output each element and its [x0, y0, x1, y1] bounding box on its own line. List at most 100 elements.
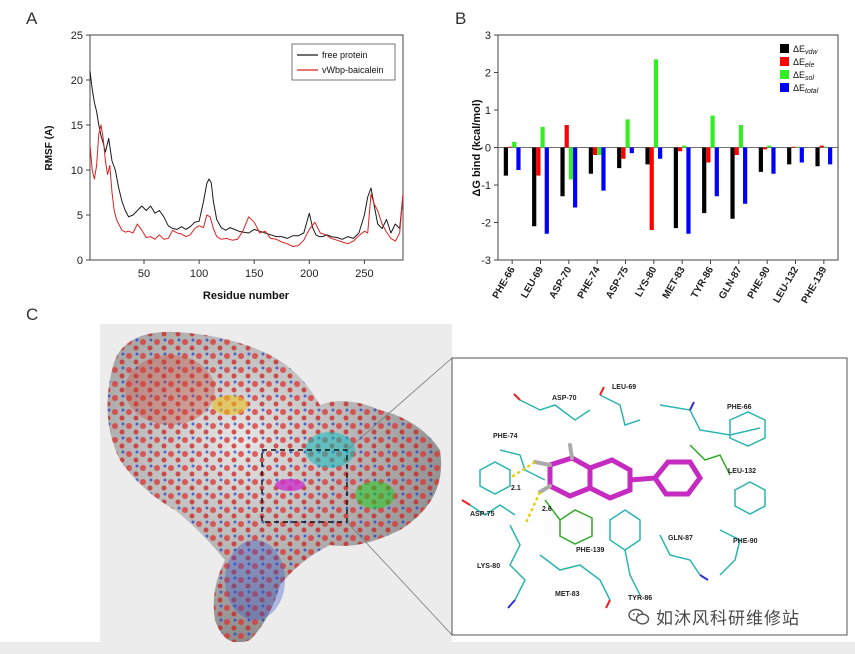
y-tick-label: -3	[481, 255, 491, 267]
bar-phe-66-total	[516, 147, 521, 170]
bar-tyr-86-sol	[710, 115, 715, 148]
x-tick-label: 250	[355, 268, 373, 280]
legend-swatch-sol	[780, 70, 789, 79]
y-tick-label: 5	[77, 210, 83, 222]
x-tick-label: 200	[300, 268, 318, 280]
residue-sticks	[469, 394, 766, 601]
label-phe90: PHE-90	[733, 538, 758, 545]
ligand-hydroxyls	[533, 443, 574, 494]
svg-text:ΔG bind (kcal/mol): ΔG bind (kcal/mol)	[471, 99, 483, 196]
bar-gln-87-total	[743, 147, 748, 204]
category-label: TYR-86	[689, 265, 716, 301]
series-line-free-protein	[89, 70, 404, 240]
bar-phe-74-sol	[597, 147, 602, 155]
label-leu132: LEU-132	[728, 468, 756, 475]
x-tick-label: 50	[138, 268, 150, 280]
category-label: LEU-69	[519, 265, 546, 301]
category-label: ASP-75	[604, 265, 631, 301]
hydrogen-bonds	[509, 460, 542, 526]
label-phe74: PHE-74	[493, 433, 518, 440]
category-label: PHE-66	[491, 265, 518, 301]
category-label: LYS-80	[633, 265, 659, 299]
label-phe139: PHE-139	[576, 547, 605, 554]
bar-phe-139-ele	[819, 145, 824, 148]
bar-phe-139-sol	[823, 146, 829, 148]
x-tick-label: 100	[190, 268, 208, 280]
bar-phe-66-vdw	[503, 147, 508, 176]
bar-phe-90-sol	[767, 145, 772, 148]
legend-swatch-total	[780, 83, 789, 92]
bar-leu-132-sol	[795, 146, 800, 148]
bar-phe-139-total	[828, 147, 833, 165]
bar-phe-66-ele	[507, 146, 513, 148]
bar-leu-132-vdw	[787, 147, 792, 165]
bar-leu-69-total	[544, 147, 549, 234]
binding-site-box	[261, 449, 348, 523]
bar-phe-90-ele	[762, 147, 768, 150]
panel-label-c: C	[26, 305, 39, 324]
bar-asp-75-vdw	[617, 147, 622, 169]
bar-phe-139-vdw	[815, 147, 820, 167]
bar-lys-80-sol	[653, 59, 659, 148]
label-met83: MET-83	[555, 591, 580, 598]
label-hbond-1: 2.1	[511, 485, 521, 492]
y-tick-label: 20	[71, 75, 83, 87]
bar-gln-87-sol	[738, 125, 744, 148]
bar-leu-69-vdw	[532, 147, 537, 227]
legend-swatch-ele	[780, 57, 789, 66]
wechat-icon	[628, 608, 650, 625]
category-label: GLN-87	[717, 265, 745, 302]
label-leu69: LEU-69	[612, 384, 636, 391]
y-axis-label: RMSF (A)	[44, 126, 55, 171]
bar-phe-90-vdw	[758, 147, 763, 172]
label-asp70: ASP-70	[552, 395, 577, 402]
bar-lys-80-ele	[649, 147, 654, 230]
protein-structure-figure: ASP-70 LEU-69 PHE-66 PHE-74 LEU-132 ASP-…	[100, 324, 848, 645]
bar-asp-70-sol	[568, 147, 574, 180]
interaction-inset	[451, 357, 848, 636]
y-tick-label: 3	[485, 30, 491, 42]
watermark-text: 如沐风科研维修站	[656, 609, 800, 629]
watermark: 如沐风科研维修站	[628, 604, 800, 629]
panel-label-b: B	[455, 9, 467, 28]
bar-asp-75-total	[629, 147, 634, 154]
y-tick-label: -1	[481, 180, 491, 192]
label-gln87: GLN-87	[668, 535, 693, 542]
bar-asp-70-total	[573, 147, 578, 208]
bar-leu-69-ele	[536, 147, 541, 176]
series-line-vwbp-baicalein	[89, 124, 404, 247]
bar-met-83-vdw	[673, 147, 678, 229]
bar-gln-87-ele	[734, 147, 739, 155]
x-tick-label: 150	[245, 268, 263, 280]
legend-label-vdw: ΔEvdw	[793, 44, 818, 56]
bar-asp-70-vdw	[560, 147, 565, 197]
bar-tyr-86-ele	[706, 147, 711, 163]
y-axis-label: ΔG bind (kcal/mol)	[471, 99, 483, 196]
bar-lys-80-total	[658, 147, 663, 159]
category-label: LEU-132	[772, 265, 802, 306]
category-label: ASP-70	[547, 265, 574, 301]
y-tick-label: 0	[485, 143, 491, 155]
y-tick-label: 25	[71, 30, 83, 42]
label-tyr86: TYR-86	[628, 595, 652, 602]
bar-met-83-ele	[677, 147, 683, 152]
bar-phe-66-sol	[512, 141, 517, 148]
panel-label-a: A	[26, 9, 38, 28]
bar-met-83-total	[686, 147, 691, 234]
bar-met-83-sol	[682, 145, 687, 148]
legend-label-vwbp-baicalein: vWbp-baicalein	[322, 65, 384, 75]
atom-tips	[461, 386, 709, 609]
bottom-strip	[0, 642, 855, 654]
category-label: MET-83	[661, 265, 688, 301]
label-asp75: ASP-75	[470, 511, 495, 518]
residue-sticks-green	[544, 444, 731, 545]
bar-asp-70-ele	[564, 125, 569, 148]
bar-lys-80-vdw	[645, 147, 650, 165]
legend-label-total: ΔEtotal	[793, 83, 819, 95]
y-tick-label: 1	[485, 105, 491, 117]
legend-swatch-vdw	[780, 44, 789, 53]
bar-phe-90-total	[771, 147, 776, 174]
y-tick-label: 15	[71, 120, 83, 132]
bar-tyr-86-vdw	[702, 147, 707, 214]
